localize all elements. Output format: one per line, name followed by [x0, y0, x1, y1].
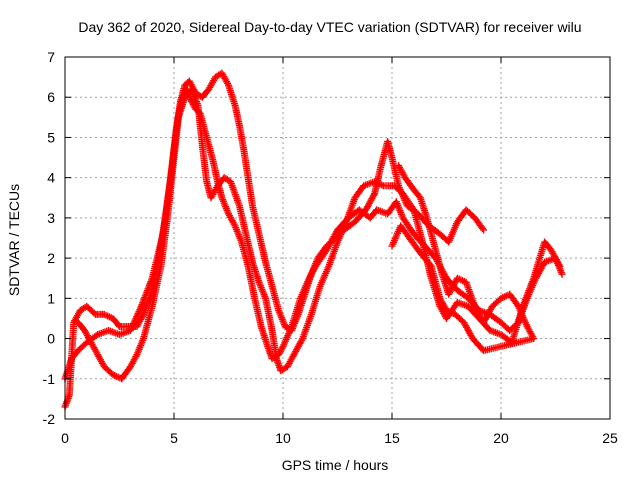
series-track-4 [388, 162, 538, 355]
data-point [409, 204, 417, 212]
y-tick-label: 1 [47, 290, 55, 306]
x-tick-label: 0 [61, 430, 69, 446]
y-tick-label: 4 [47, 170, 55, 186]
data-point [370, 191, 378, 199]
data-point [558, 270, 566, 278]
data-point [388, 242, 396, 250]
plot-frame [64, 56, 611, 420]
y-tick-label: 2 [47, 250, 55, 266]
data-point [478, 224, 486, 232]
x-axis-label: GPS time / hours [282, 457, 389, 473]
y-tick-label: 7 [47, 49, 55, 65]
data-points [61, 69, 566, 411]
series-track-3 [74, 85, 564, 383]
y-tick-label: 6 [47, 89, 55, 105]
series-track-1 [61, 85, 566, 383]
x-tick-label: 10 [275, 430, 291, 446]
y-tick-label: -2 [43, 411, 56, 427]
x-tick-label: 15 [384, 430, 400, 446]
x-tick-labels: 0 5 10 15 20 25 [61, 430, 618, 446]
data-point [90, 309, 98, 317]
x-tick-label: 25 [602, 430, 618, 446]
x-tick-label: 20 [493, 430, 509, 446]
y-tick-label: -1 [43, 371, 56, 387]
x-tick-label: 5 [170, 430, 178, 446]
data-point [480, 226, 488, 234]
y-tick-labels: -2 -1 0 1 2 3 4 5 6 7 [43, 49, 56, 427]
y-tick-label: 5 [47, 129, 55, 145]
y-axis-label: SDTVAR / TECUs [6, 184, 22, 296]
data-point [556, 262, 564, 270]
y-tick-label: 0 [47, 331, 55, 347]
chart-title: Day 362 of 2020, Sidereal Day-to-day VTE… [78, 19, 581, 35]
y-tick-label: 3 [47, 210, 55, 226]
data-point [298, 336, 306, 344]
axis-ticks [64, 56, 611, 420]
data-point [555, 261, 563, 269]
